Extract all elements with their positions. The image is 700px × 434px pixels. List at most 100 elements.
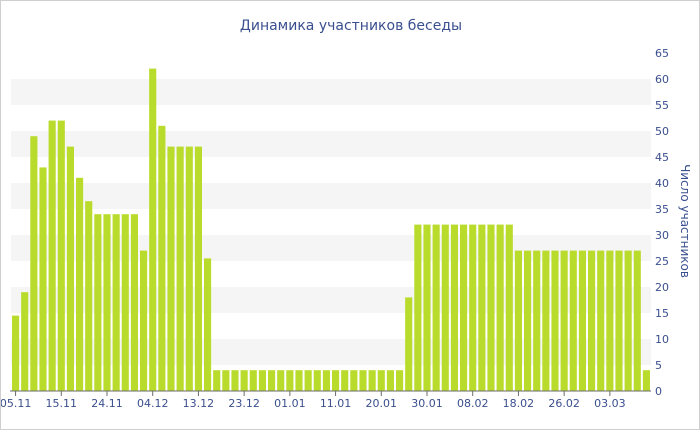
bar	[304, 370, 312, 391]
x-tick-label: 05.11	[1, 397, 31, 410]
x-tick-label: 15.11	[46, 397, 78, 410]
bar	[350, 370, 358, 391]
y-tick-label: 55	[655, 99, 669, 112]
bar	[542, 250, 550, 391]
bar	[204, 258, 212, 391]
bar	[377, 370, 385, 391]
bar	[39, 167, 47, 391]
bar	[57, 120, 65, 391]
bar	[624, 250, 632, 391]
bar	[642, 370, 650, 391]
y-tick-label: 0	[655, 385, 662, 398]
bar	[140, 250, 148, 391]
bar	[414, 224, 422, 391]
bar	[167, 146, 175, 391]
bar	[606, 250, 614, 391]
chart-title: Динамика участников беседы	[240, 18, 462, 34]
x-tick-group: 05.11 15.11 24.11 04.12 13.12 23.12 01.01 11.01…	[0, 391, 626, 410]
bar	[121, 214, 129, 391]
bar	[295, 370, 303, 391]
bar	[588, 250, 596, 391]
bar	[368, 370, 376, 391]
bar	[633, 250, 641, 391]
bar	[450, 224, 458, 391]
x-tick-label: 04.12	[137, 397, 169, 410]
y-tick-label: 5	[655, 359, 662, 372]
bar	[551, 250, 559, 391]
bar	[222, 370, 230, 391]
bar	[94, 214, 102, 391]
bar	[405, 297, 413, 391]
bar	[149, 68, 157, 391]
x-tick-label: 20.01	[366, 397, 398, 410]
x-tick-label: 30.01	[411, 397, 443, 410]
bar	[460, 224, 468, 391]
grid-band	[11, 131, 651, 157]
bar	[76, 177, 84, 391]
bar	[194, 146, 202, 391]
bar	[322, 370, 330, 391]
bar	[286, 370, 294, 391]
x-tick-label: 23.12	[228, 397, 260, 410]
bar	[231, 370, 239, 391]
x-tick-label: 11.01	[320, 397, 352, 410]
y-tick-label: 15	[655, 307, 669, 320]
x-tick-label: 26.02	[548, 397, 580, 410]
bar	[258, 370, 266, 391]
bar	[514, 250, 522, 391]
y-axis-label: Число участников	[678, 164, 692, 278]
bar	[249, 370, 257, 391]
bar	[313, 370, 321, 391]
bar	[524, 250, 532, 391]
bar	[332, 370, 340, 391]
bar	[560, 250, 568, 391]
bar	[66, 146, 74, 391]
y-tick-label: 10	[655, 333, 669, 346]
y-tick-label: 30	[655, 229, 669, 242]
bar	[487, 224, 495, 391]
bar	[130, 214, 138, 391]
bar	[268, 370, 276, 391]
x-tick-label: 08.02	[457, 397, 489, 410]
bar	[615, 250, 623, 391]
y-tick-label: 65	[655, 47, 669, 60]
bar	[386, 370, 394, 391]
bar	[21, 292, 29, 391]
y-tick-label: 20	[655, 281, 669, 294]
y-tick-label: 45	[655, 151, 669, 164]
y-tick-group: 0 5 10 15 20 25 30 35 40 45 50 55 60 65	[655, 47, 669, 398]
x-tick-label: 24.11	[91, 397, 123, 410]
bar	[469, 224, 477, 391]
grid-band	[11, 79, 651, 105]
x-tick-label: 01.01	[274, 397, 306, 410]
bar	[478, 224, 486, 391]
bar	[85, 201, 93, 391]
y-tick-label: 60	[655, 73, 669, 86]
bar	[12, 315, 20, 391]
bar	[359, 370, 367, 391]
bar	[496, 224, 504, 391]
grid-band	[11, 183, 651, 209]
bar	[103, 214, 111, 391]
bar	[185, 146, 193, 391]
y-tick-label: 50	[655, 125, 669, 138]
bar	[578, 250, 586, 391]
bars-group	[12, 68, 650, 392]
bar	[505, 224, 513, 391]
x-tick-label: 03.03	[594, 397, 626, 410]
x-tick-label: 18.02	[503, 397, 535, 410]
bar	[112, 214, 120, 391]
y-tick-label: 40	[655, 177, 669, 190]
bar	[277, 370, 285, 391]
y-tick-label: 35	[655, 203, 669, 216]
bar	[158, 125, 166, 392]
bar	[569, 250, 577, 391]
bar	[240, 370, 248, 391]
bar	[441, 224, 449, 391]
bar	[341, 370, 349, 391]
bar	[423, 224, 431, 391]
bar	[396, 370, 404, 391]
bar	[48, 120, 56, 391]
